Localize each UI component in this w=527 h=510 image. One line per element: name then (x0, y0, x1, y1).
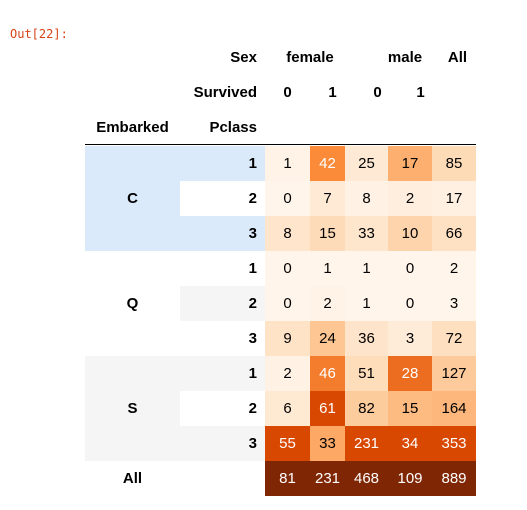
embarked-label: C (127, 190, 138, 207)
table-cell: 2 (432, 251, 476, 286)
table-cell: 82 (345, 391, 388, 426)
table-cell: 2 (310, 286, 345, 321)
table-cell: 8 (265, 216, 310, 251)
table-cell: 61 (310, 391, 345, 426)
table-cell: 25 (345, 146, 388, 181)
pclass-label: 2 (180, 391, 265, 426)
all-row-cell: 468 (345, 461, 388, 496)
embarked-label: Q (126, 295, 139, 312)
all-row-cell: 109 (388, 461, 432, 496)
table-cell: 3 (432, 286, 476, 321)
table-cell: 1 (265, 146, 310, 181)
table-cell: 34 (388, 426, 432, 461)
table-cell: 9 (265, 321, 310, 356)
pclass-label: 1 (180, 146, 265, 181)
all-group-header: All (447, 49, 468, 66)
table-cell: 24 (310, 321, 345, 356)
table-cell: 28 (388, 356, 432, 391)
table-cell: 33 (345, 216, 388, 251)
female-group-header: female (286, 49, 334, 66)
embarked-label: S (127, 400, 138, 417)
table-cell: 8 (345, 181, 388, 216)
embarked-header: Embarked (96, 119, 169, 136)
table-cell: 51 (345, 356, 388, 391)
pclass-label: 2 (180, 181, 265, 216)
header-rule (85, 144, 476, 145)
table-cell: 3 (388, 321, 432, 356)
all-row-cell: 231 (310, 461, 345, 496)
survived-header: Survived (193, 84, 257, 101)
pclass-label: 3 (180, 321, 265, 356)
table-cell: 42 (310, 146, 345, 181)
table-cell: 15 (388, 391, 432, 426)
table-cell: 0 (388, 251, 432, 286)
table-cell: 15 (310, 216, 345, 251)
table-cell: 1 (310, 251, 345, 286)
table-cell: 36 (345, 321, 388, 356)
table-cell: 85 (432, 146, 476, 181)
table-cell: 55 (265, 426, 310, 461)
table-cell: 0 (265, 181, 310, 216)
embarked-group-bg (85, 356, 180, 461)
subcol-female-0: 0 (283, 84, 292, 101)
pclass-label: 1 (180, 356, 265, 391)
table-cell: 0 (265, 251, 310, 286)
table-cell: 6 (265, 391, 310, 426)
pclass-label: 3 (180, 426, 265, 461)
table-cell: 17 (388, 146, 432, 181)
pclass-label: 2 (180, 286, 265, 321)
pclass-label: 3 (180, 216, 265, 251)
pclass-label: 1 (180, 251, 265, 286)
table-cell: 33 (310, 426, 345, 461)
embarked-group-bg (85, 146, 180, 251)
table-cell: 66 (432, 216, 476, 251)
subcol-female-1: 1 (328, 84, 337, 101)
table-cell: 2 (265, 356, 310, 391)
all-row-cell: 889 (432, 461, 476, 496)
embarked-group-bg (85, 251, 180, 356)
table-cell: 17 (432, 181, 476, 216)
table-cell: 2 (388, 181, 432, 216)
subcol-male-0: 0 (373, 84, 382, 101)
table-cell: 0 (265, 286, 310, 321)
subcol-male-1: 1 (416, 84, 425, 101)
table-cell: 127 (432, 356, 476, 391)
table-cell: 10 (388, 216, 432, 251)
table-cell: 0 (388, 286, 432, 321)
table-cell: 164 (432, 391, 476, 426)
output-prompt: Out[22]: (10, 27, 68, 41)
table-cell: 46 (310, 356, 345, 391)
sex-header: Sex (230, 49, 257, 66)
all-row-label: All (122, 470, 143, 487)
table-cell: 1 (345, 286, 388, 321)
pclass-header: Pclass (209, 119, 257, 136)
table-cell: 72 (432, 321, 476, 356)
table-cell: 1 (345, 251, 388, 286)
male-group-header: male (387, 49, 423, 66)
all-row-cell: 81 (265, 461, 310, 496)
table-cell: 7 (310, 181, 345, 216)
table-cell: 231 (345, 426, 388, 461)
table-cell: 353 (432, 426, 476, 461)
